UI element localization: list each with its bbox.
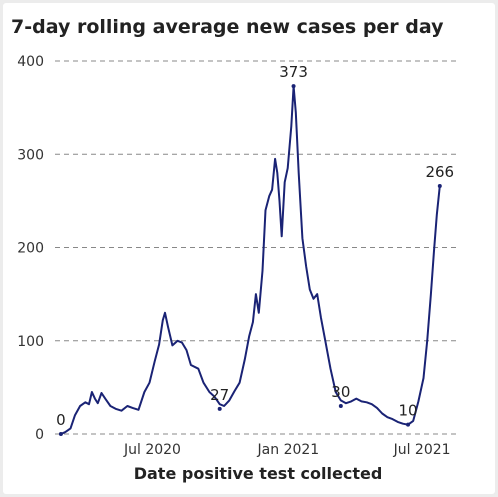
y-axis-ticks: 0 100 200 300 400 <box>17 54 44 443</box>
chart-card <box>3 3 495 494</box>
annotation-point <box>437 183 442 188</box>
x-tick-label: Jul 2020 <box>123 442 181 458</box>
grid-lines <box>55 60 459 435</box>
annotation-point <box>291 84 296 89</box>
x-tick-label: Jul 2021 <box>393 442 451 458</box>
annotation-label: 373 <box>279 63 308 81</box>
series-line-0 <box>59 85 441 435</box>
series-layer <box>59 85 441 435</box>
y-tick-label: 300 <box>17 147 44 163</box>
x-axis-ticks: Jul 2020 Jan 2021 Jul 2021 <box>123 442 451 458</box>
x-tick-label: Jan 2021 <box>257 442 320 458</box>
annotation-point <box>406 422 411 427</box>
annotation-label: 10 <box>398 402 417 420</box>
chart-title: 7-day rolling average new cases per day <box>11 16 444 38</box>
annotation-point <box>338 404 343 409</box>
y-tick-label: 0 <box>35 427 44 443</box>
annotation-label: 30 <box>331 383 350 401</box>
y-tick-label: 200 <box>17 241 44 257</box>
annotation-point <box>217 406 222 411</box>
y-tick-label: 100 <box>17 334 44 350</box>
x-axis-label: Date positive test collected <box>134 464 383 483</box>
annotation-label: 27 <box>210 386 229 404</box>
annotation-label: 0 <box>56 411 66 429</box>
y-tick-label: 400 <box>17 54 44 70</box>
annotation-point <box>58 432 63 436</box>
annotations: 0 27 373 30 10 266 <box>56 63 454 436</box>
annotation-label: 266 <box>425 163 454 181</box>
